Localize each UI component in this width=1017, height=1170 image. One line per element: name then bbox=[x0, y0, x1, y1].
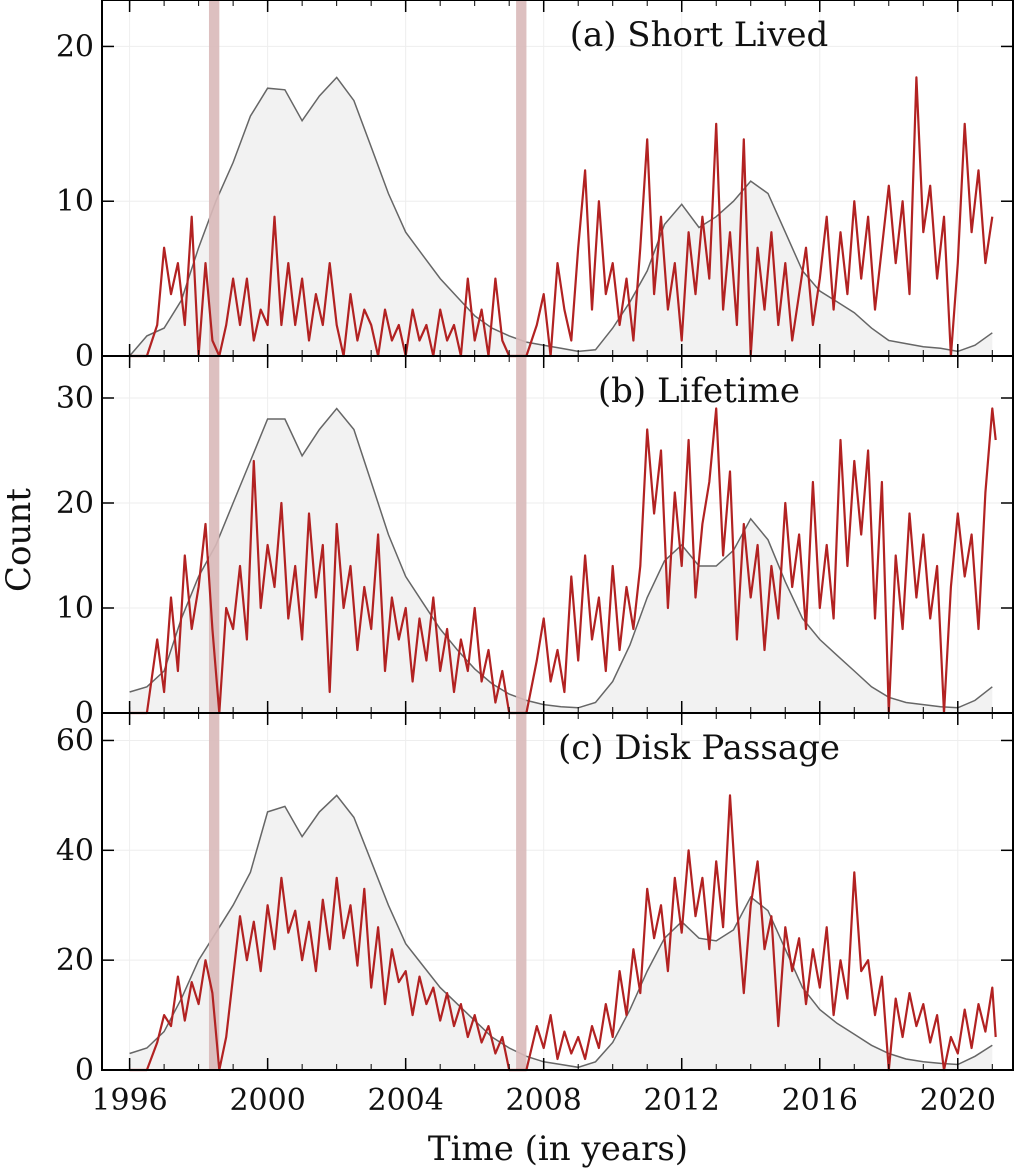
y-tick-label: 20 bbox=[56, 486, 94, 521]
y-axis-label: Count bbox=[0, 488, 39, 592]
panel-title: (a) Short Lived bbox=[570, 15, 829, 55]
background-area bbox=[129, 408, 993, 713]
x-tick-label: 2004 bbox=[367, 1083, 443, 1118]
y-tick-label: 60 bbox=[56, 723, 94, 758]
background-area bbox=[129, 795, 993, 1070]
x-tick-label: 2008 bbox=[506, 1083, 582, 1118]
y-tick-label: 0 bbox=[75, 696, 94, 731]
x-tick-label: 2012 bbox=[644, 1083, 720, 1118]
panel-3: 0 20 40 60 (c) Disk Passage bbox=[56, 712, 1014, 1088]
panel-1: 0 10 20 (a) Short Lived bbox=[56, 0, 1014, 374]
y-tick-label: 0 bbox=[75, 339, 94, 374]
shaded-band bbox=[516, 356, 527, 713]
y-tick-label: 20 bbox=[56, 29, 94, 64]
panel-title: (c) Disk Passage bbox=[558, 728, 840, 768]
y-tick-label: 0 bbox=[75, 1053, 94, 1088]
x-tick-label: 2016 bbox=[782, 1083, 858, 1118]
x-axis-label: Time (in years) bbox=[428, 1129, 688, 1169]
panel-2: 0 10 20 30 (b) Lifetime bbox=[56, 355, 1014, 731]
x-tick-label: 1996 bbox=[91, 1083, 167, 1118]
shaded-band bbox=[208, 0, 220, 356]
y-tick-label: 10 bbox=[56, 591, 94, 626]
shaded-band bbox=[208, 713, 220, 1070]
y-tick-label: 30 bbox=[56, 381, 94, 416]
background-area bbox=[129, 77, 993, 357]
y-tick-label: 20 bbox=[56, 943, 94, 978]
x-tick-label: 2020 bbox=[920, 1083, 996, 1118]
y-tick-label: 40 bbox=[56, 833, 94, 868]
x-tick-label: 2000 bbox=[229, 1083, 305, 1118]
background-curve bbox=[129, 407, 993, 709]
background-curve bbox=[129, 76, 993, 357]
panel-title: (b) Lifetime bbox=[598, 371, 800, 411]
background-curve bbox=[129, 794, 993, 1069]
series-line bbox=[129, 407, 997, 715]
shaded-band bbox=[516, 713, 527, 1070]
shaded-band bbox=[208, 356, 220, 713]
panel-frame bbox=[101, 712, 1014, 1071]
y-tick-label: 10 bbox=[56, 184, 94, 219]
series-line bbox=[129, 794, 997, 1072]
shaded-band bbox=[516, 0, 527, 356]
series-line bbox=[129, 76, 994, 358]
